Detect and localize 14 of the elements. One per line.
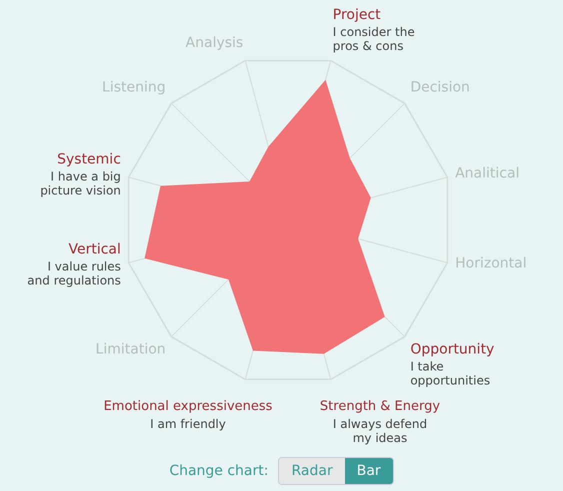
spoke-label: Emotional expressiveness — [104, 399, 273, 414]
text: I am friendly — [150, 417, 226, 432]
spoke-label: Vertical — [68, 241, 121, 258]
spoke-label: Strength & Energy — [320, 399, 440, 414]
text: I consider the pros & cons — [332, 24, 415, 53]
spoke-label: Systemic — [57, 152, 121, 168]
spoke-label: Project — [332, 6, 382, 23]
text: I have a big picture vision — [40, 170, 121, 198]
text: I value rules and regulations — [27, 259, 121, 288]
text: Change chart: — [169, 463, 268, 479]
text: I always defend my ideas — [332, 417, 428, 446]
chart-toggle: Radar Bar — [278, 457, 394, 485]
text: I take opportunities — [410, 359, 490, 388]
spoke-label: Opportunity — [410, 341, 494, 358]
